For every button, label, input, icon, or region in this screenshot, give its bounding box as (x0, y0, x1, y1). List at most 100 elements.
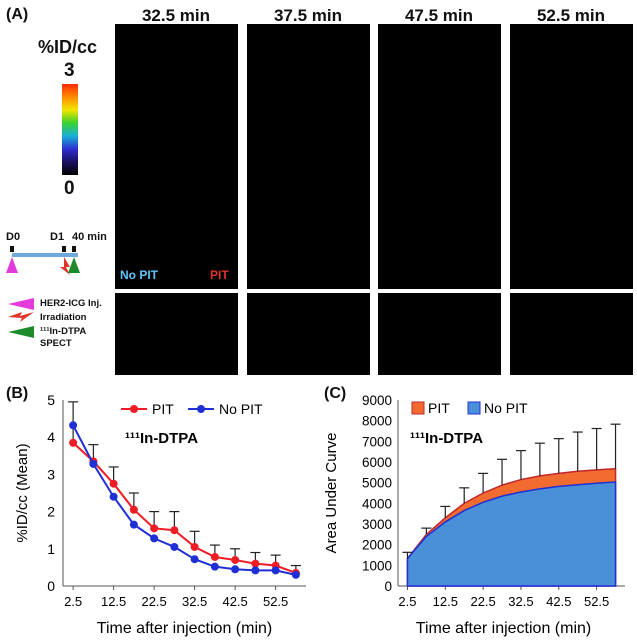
timeline-tick-40 (72, 246, 76, 252)
chart-b-point (190, 542, 199, 551)
panel-c-label: (C) (324, 385, 347, 402)
legend-spect-1: ¹¹¹In-DTPA (40, 326, 87, 337)
chart-b-x-tick: 22.5 (141, 594, 166, 609)
timeline-diagram (6, 246, 80, 275)
scan-axial-1 (115, 293, 238, 375)
chart-b-point (251, 559, 260, 568)
chart-b-point (69, 421, 78, 430)
chart-b-point (129, 520, 138, 529)
colorbar-max-label: 3 (64, 60, 75, 81)
chart-b-point (69, 438, 78, 447)
scan-axial-4 (510, 293, 633, 375)
chart-c-y-tick: 1000 (362, 558, 392, 573)
chart-c-x-tick: 12.5 (433, 594, 458, 609)
chart-c: 0 1000 2000 3000 4000 5000 6000 7000 8000 9000 2.5… (323, 393, 625, 637)
legend-inj-icon (8, 298, 34, 310)
panel-b-label: (B) (6, 385, 29, 402)
timeline-tick-d0 (10, 246, 14, 252)
chart-c-xlabel: Time after injection (min) (416, 620, 591, 637)
chart-b-point (210, 552, 219, 561)
chart-b-point (210, 562, 219, 571)
spect-arrow-icon (68, 257, 80, 273)
chart-c-x-tick: 2.5 (398, 594, 416, 609)
chart-c-x-tick: 42.5 (546, 594, 571, 609)
chart-b-point (231, 555, 240, 564)
chart-c-y-tick: 7000 (362, 434, 392, 449)
chart-c-y-tick: 0 (384, 579, 392, 594)
chart-b-point (271, 566, 280, 575)
chart-c-area (406, 481, 617, 587)
chart-b-x-tick: 42.5 (222, 594, 247, 609)
chart-b-y-tick: 5 (47, 392, 55, 408)
chart-c-y-tick: 4000 (362, 496, 392, 511)
scan-coronal-1 (115, 24, 238, 289)
chart-b-y-tick: 3 (47, 466, 55, 482)
chart-c-y-tick: 3000 (362, 517, 392, 532)
chart-b-point (190, 555, 199, 564)
chart-b-y-tick: 0 (47, 578, 55, 594)
chart-b-point (150, 524, 159, 533)
chart-c-x-tick: 32.5 (508, 594, 533, 609)
chart-b-point (109, 479, 118, 488)
chart-b-legend-marker (130, 405, 138, 413)
time-label-3: 47.5 min (404, 6, 474, 25)
chart-b-x-tick: 32.5 (182, 594, 207, 609)
chart-c-x-tick: 22.5 (470, 594, 495, 609)
chart-b-ylabel: %ID/cc (Mean) (14, 443, 31, 542)
scan-coronal-3 (378, 24, 501, 289)
chart-c-y-tick: 8000 (362, 414, 392, 429)
chart-c-y-tick: 5000 (362, 476, 392, 491)
scan-axial-3 (378, 293, 501, 375)
label-pit: PIT (210, 268, 229, 282)
chart-c-y-tick: 9000 (362, 393, 392, 408)
legend-spect-2: SPECT (40, 338, 72, 349)
chart-b-point (170, 526, 179, 535)
chart-b-x-tick: 2.5 (64, 594, 82, 609)
timeline-tick-d1 (62, 246, 66, 252)
chart-c-legend-label: PIT (428, 400, 450, 416)
chart-c-ylabel: Area Under Curve (323, 433, 340, 554)
chart-c-y-tick: 2000 (362, 538, 392, 553)
time-label-2: 37.5 min (273, 6, 343, 25)
chart-c-legend-swatch (411, 401, 425, 415)
panel-a-label: (A) (6, 6, 29, 23)
chart-b-x-tick: 52.5 (263, 594, 288, 609)
scan-coronal-4 (510, 24, 633, 289)
scan-axial-2 (247, 293, 370, 375)
chart-c-legend-swatch (467, 401, 481, 415)
chart-b-xlabel: Time after injection (min) (97, 620, 272, 637)
chart-b-point (150, 534, 159, 543)
chart-b-point (170, 542, 179, 551)
chart-b-x-tick: 12.5 (101, 594, 126, 609)
colorbar-min-label: 0 (64, 178, 75, 199)
chart-b-y-tick: 1 (47, 541, 55, 557)
chart-b-y-tick: 2 (47, 504, 55, 520)
chart-b-y-tick: 4 (47, 429, 55, 445)
chart-c-title: ¹¹¹In-DTPA (410, 430, 483, 447)
time-label-4: 52.5 min (536, 6, 606, 25)
timeline-d1: D1 (50, 231, 65, 243)
chart-b-point (231, 565, 240, 574)
chart-c-y-tick: 6000 (362, 455, 392, 470)
chart-c-x-tick: 52.5 (584, 594, 609, 609)
colorbar-title: %ID/cc (38, 37, 98, 57)
chart-b-point (89, 459, 98, 468)
chart-b-title: ¹¹¹In-DTPA (125, 430, 198, 447)
chart-b-point (291, 570, 300, 579)
chart-b-series-line (72, 424, 297, 576)
chart-b-point (109, 492, 118, 501)
legend-inj: HER2-ICG Inj. (40, 298, 102, 309)
timeline-d0: D0 (6, 231, 21, 243)
timeline-40min: 40 min (72, 231, 107, 243)
label-no-pit: No PIT (120, 268, 158, 282)
chart-b-point (129, 505, 138, 514)
chart-b-legend-label: No PIT (219, 401, 263, 417)
chart-b-legend-label: PIT (152, 401, 174, 417)
irradiation-arrow-icon (60, 257, 70, 275)
scan-coronal-2 (247, 24, 370, 289)
colorbar (62, 84, 78, 175)
legend-irradiation: Irradiation (40, 312, 87, 323)
legend-irradiation-icon (8, 312, 34, 322)
legend-spect-icon (8, 326, 34, 338)
